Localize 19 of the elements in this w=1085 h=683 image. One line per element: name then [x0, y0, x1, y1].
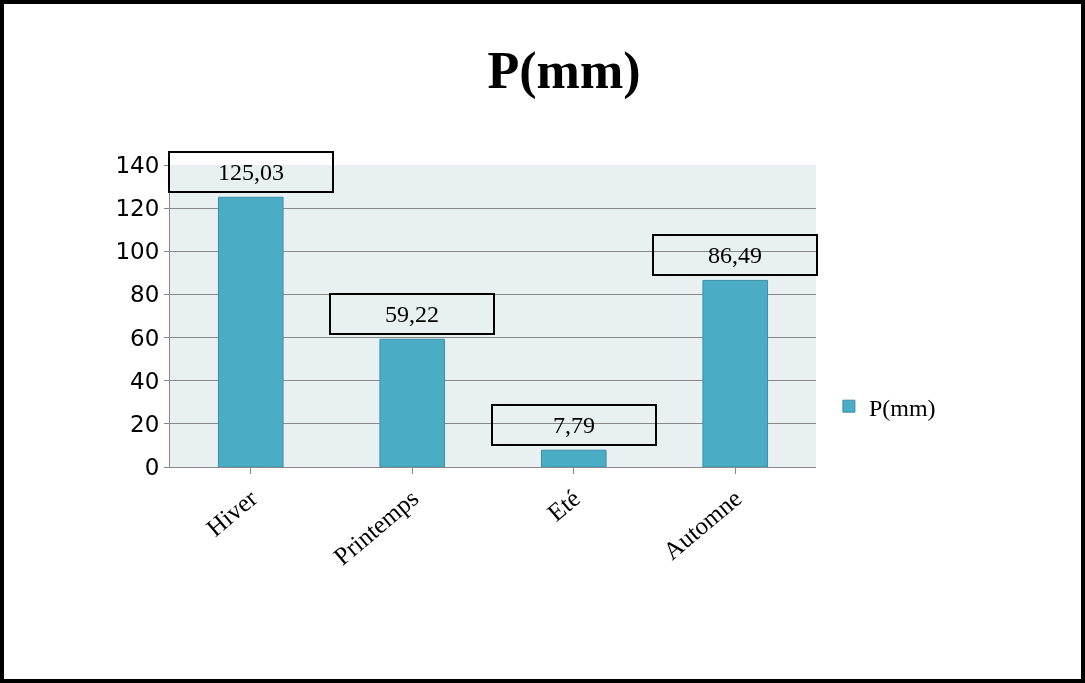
y-tick-label: 0 — [144, 454, 160, 481]
x-tick-label: Eté — [542, 484, 585, 527]
legend-label: P(mm) — [868, 394, 936, 421]
y-tick-label: 20 — [130, 410, 160, 437]
data-label: 86,49 — [708, 242, 762, 268]
y-tick-label: 140 — [115, 152, 160, 179]
bar — [702, 279, 769, 467]
chart-title: P(mm) — [487, 41, 641, 100]
y-tick-label: 80 — [130, 281, 160, 308]
data-label: 125,03 — [218, 159, 284, 185]
y-tick-label: 60 — [130, 324, 160, 351]
y-tick-label: 100 — [115, 238, 160, 265]
bar — [379, 338, 446, 467]
data-label: 59,22 — [385, 301, 439, 327]
bar — [217, 196, 284, 467]
bar — [540, 449, 607, 467]
data-label: 7,79 — [553, 412, 595, 438]
y-tick-label: 40 — [130, 367, 160, 394]
y-tick-label: 120 — [115, 195, 160, 222]
